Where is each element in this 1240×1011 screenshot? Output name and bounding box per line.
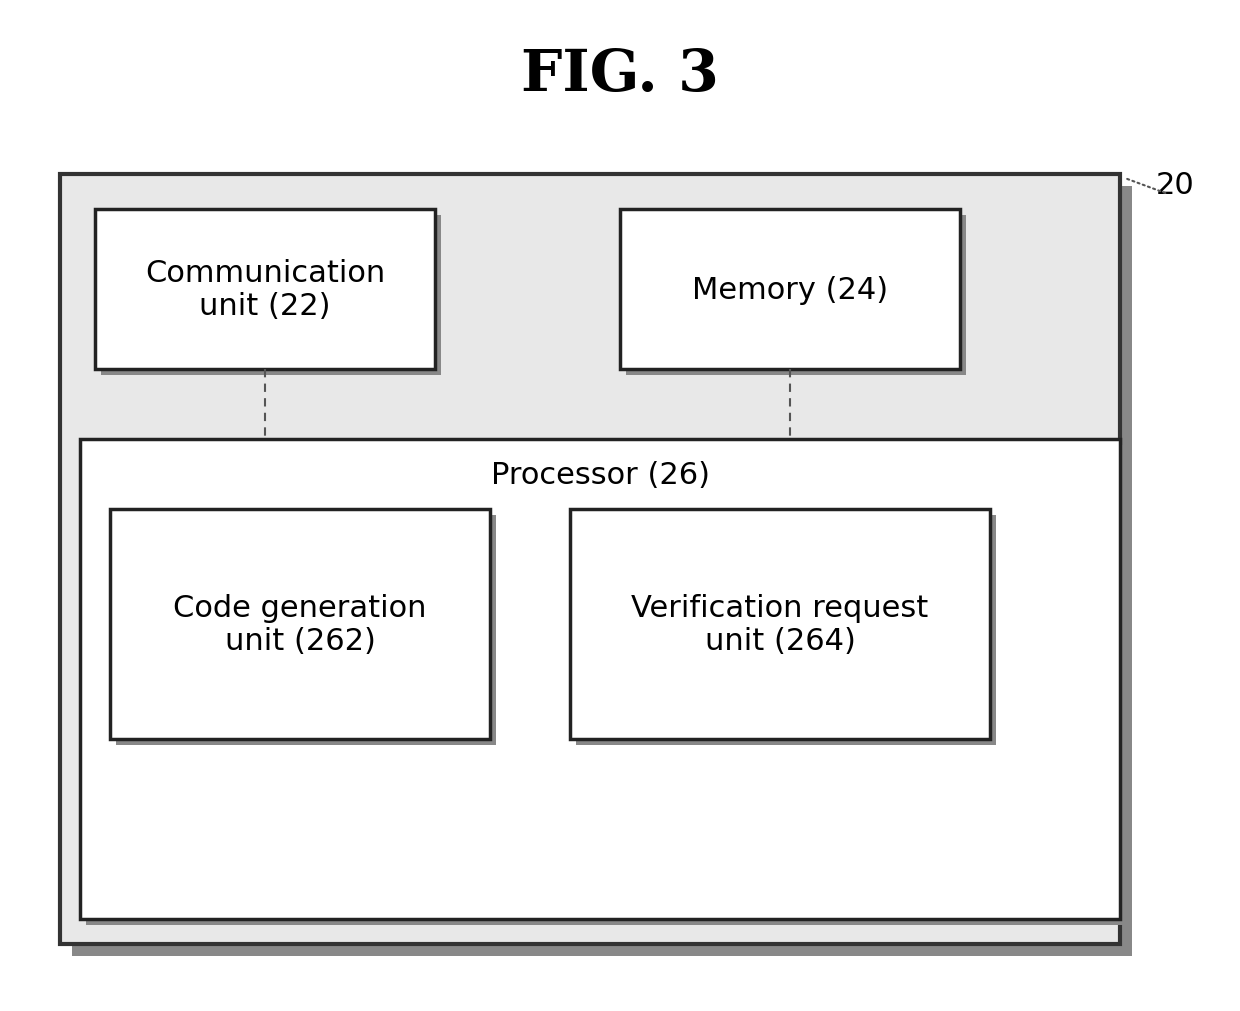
Bar [81,440,1120,919]
Text: Verification request
unit (264): Verification request unit (264) [631,593,929,656]
Bar [95,210,435,370]
Text: Memory (24): Memory (24) [692,275,888,304]
Bar [72,187,1132,956]
Text: Processor (26): Processor (26) [491,460,709,489]
Bar [626,215,966,376]
Bar [570,510,990,739]
Bar [100,215,441,376]
Bar [86,446,1126,925]
Text: Code generation
unit (262): Code generation unit (262) [174,593,427,656]
Text: Communication
unit (22): Communication unit (22) [145,259,386,320]
Bar [577,516,996,745]
Text: 20: 20 [1156,170,1194,199]
Bar [620,210,960,370]
Bar [110,510,490,739]
Bar [60,175,1120,944]
Text: FIG. 3: FIG. 3 [521,47,719,103]
Bar [117,516,496,745]
